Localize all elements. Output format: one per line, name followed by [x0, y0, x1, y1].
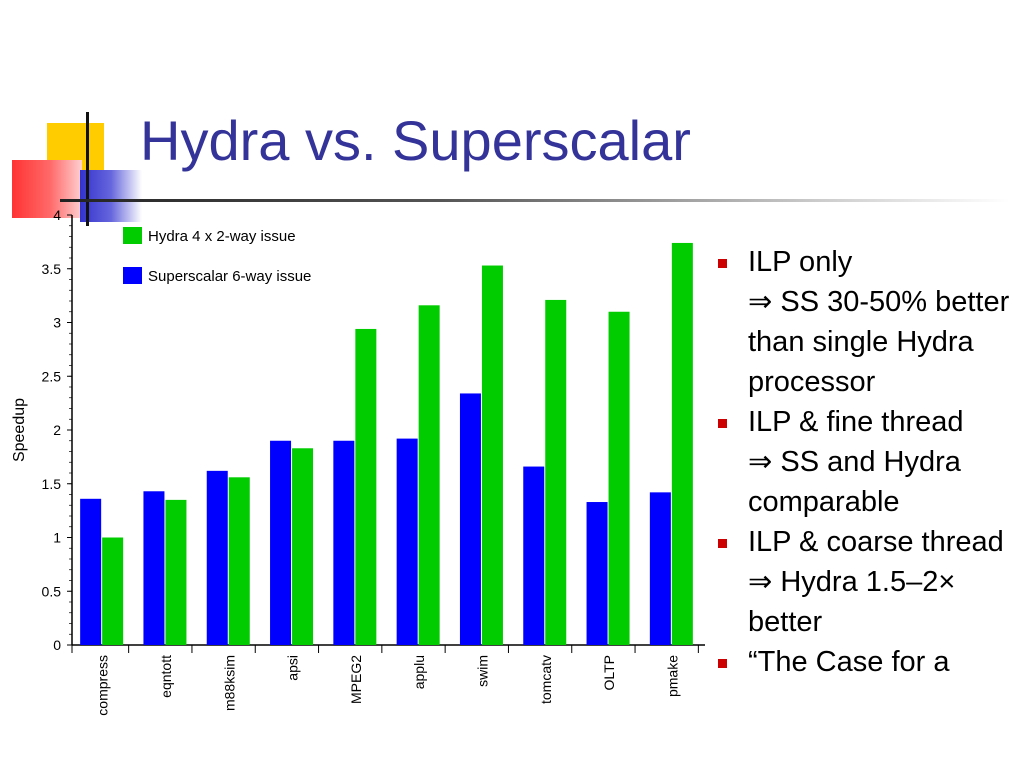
bar-superscalar [206, 470, 228, 645]
legend-label: Hydra 4 x 2-way issue [148, 228, 296, 245]
bullet-item: ILP & fine thread [718, 402, 1024, 442]
bullet-marker-icon [718, 539, 727, 548]
y-tick-label: 3.5 [42, 261, 62, 277]
bar-superscalar [396, 438, 418, 645]
bar-hydra [545, 299, 567, 645]
x-tick-label: pmake [664, 655, 680, 697]
x-tick-label: OLTP [601, 655, 617, 691]
bullet-text: ⇒ SS 30-50% better than single Hydra pro… [748, 286, 1010, 398]
bullet-marker-icon [718, 659, 727, 668]
legend-swatch [123, 267, 142, 284]
y-tick-label: 0.5 [42, 583, 62, 599]
bar-superscalar [143, 491, 165, 645]
x-tick-label: applu [411, 655, 427, 689]
bar-hydra [292, 448, 314, 645]
x-tick-label: tomcatv [538, 655, 554, 704]
bar-hydra [418, 305, 440, 645]
bullet-subitem: ⇒ SS 30-50% better than single Hydra pro… [718, 282, 1024, 402]
y-tick-label: 1.5 [42, 476, 62, 492]
bullet-list: ILP only ⇒ SS 30-50% better than single H… [718, 242, 1024, 682]
bullet-text: ILP & fine thread [748, 406, 964, 438]
y-tick-label: 2 [53, 422, 61, 438]
bullet-text: ILP & coarse thread [748, 526, 1004, 558]
x-tick-label: MPEG2 [348, 655, 364, 704]
decor-red-square [12, 160, 82, 218]
bar-superscalar [270, 440, 292, 645]
x-tick-label: swim [474, 655, 490, 687]
legend-swatch [123, 227, 142, 244]
bullet-marker-icon [718, 259, 727, 268]
bullet-text: ⇒ SS and Hydra comparable [748, 446, 961, 518]
bullet-item: “The Case for a [718, 642, 1024, 682]
y-axis-label: Speedup [11, 398, 28, 462]
bar-hydra [481, 265, 503, 645]
speedup-bar-chart: 0 0.5 1 1.5 2 2.5 3 3.5 4 Speedup compress eqntott m… [11, 207, 705, 716]
bar-hydra [102, 537, 124, 645]
bar-superscalar [649, 492, 671, 645]
x-tick-label: m88ksim [221, 655, 237, 711]
y-tick-label: 1 [53, 530, 61, 546]
bar-hydra [355, 328, 377, 645]
y-tick-label: 4 [53, 207, 61, 223]
x-tick-label: compress [95, 655, 111, 716]
bullet-item: ILP only [718, 242, 1024, 282]
decor-vertical-line [86, 112, 89, 226]
bar-superscalar [333, 440, 355, 645]
bar-hydra [671, 242, 693, 645]
slide-title: Hydra vs. Superscalar [140, 109, 691, 172]
bullet-subitem: ⇒ Hydra 1.5–2× better [718, 562, 1024, 642]
y-tick-label: 0 [53, 637, 61, 653]
y-tick-label: 2.5 [42, 368, 62, 384]
x-tick-label: eqntott [158, 655, 174, 698]
x-tick-label: apsi [285, 655, 301, 681]
bullet-text: ⇒ Hydra 1.5–2× better [748, 566, 956, 638]
bar-superscalar [80, 498, 102, 645]
bar-hydra [165, 499, 187, 645]
bullet-text: “The Case for a [748, 646, 950, 678]
bullet-marker-icon [718, 419, 727, 428]
bullet-item: ILP & coarse thread [718, 522, 1024, 562]
bullet-text: ILP only [748, 246, 853, 278]
legend-label: Superscalar 6-way issue [148, 268, 311, 285]
y-tick-label: 3 [53, 315, 61, 331]
decor-blue-square [80, 170, 142, 222]
bar-superscalar [586, 502, 608, 645]
bar-superscalar [459, 393, 481, 645]
bar-superscalar [523, 466, 545, 645]
bullet-subitem: ⇒ SS and Hydra comparable [718, 442, 1024, 522]
title-underline [60, 199, 1010, 202]
bar-hydra [228, 477, 250, 645]
bar-hydra [608, 311, 630, 645]
